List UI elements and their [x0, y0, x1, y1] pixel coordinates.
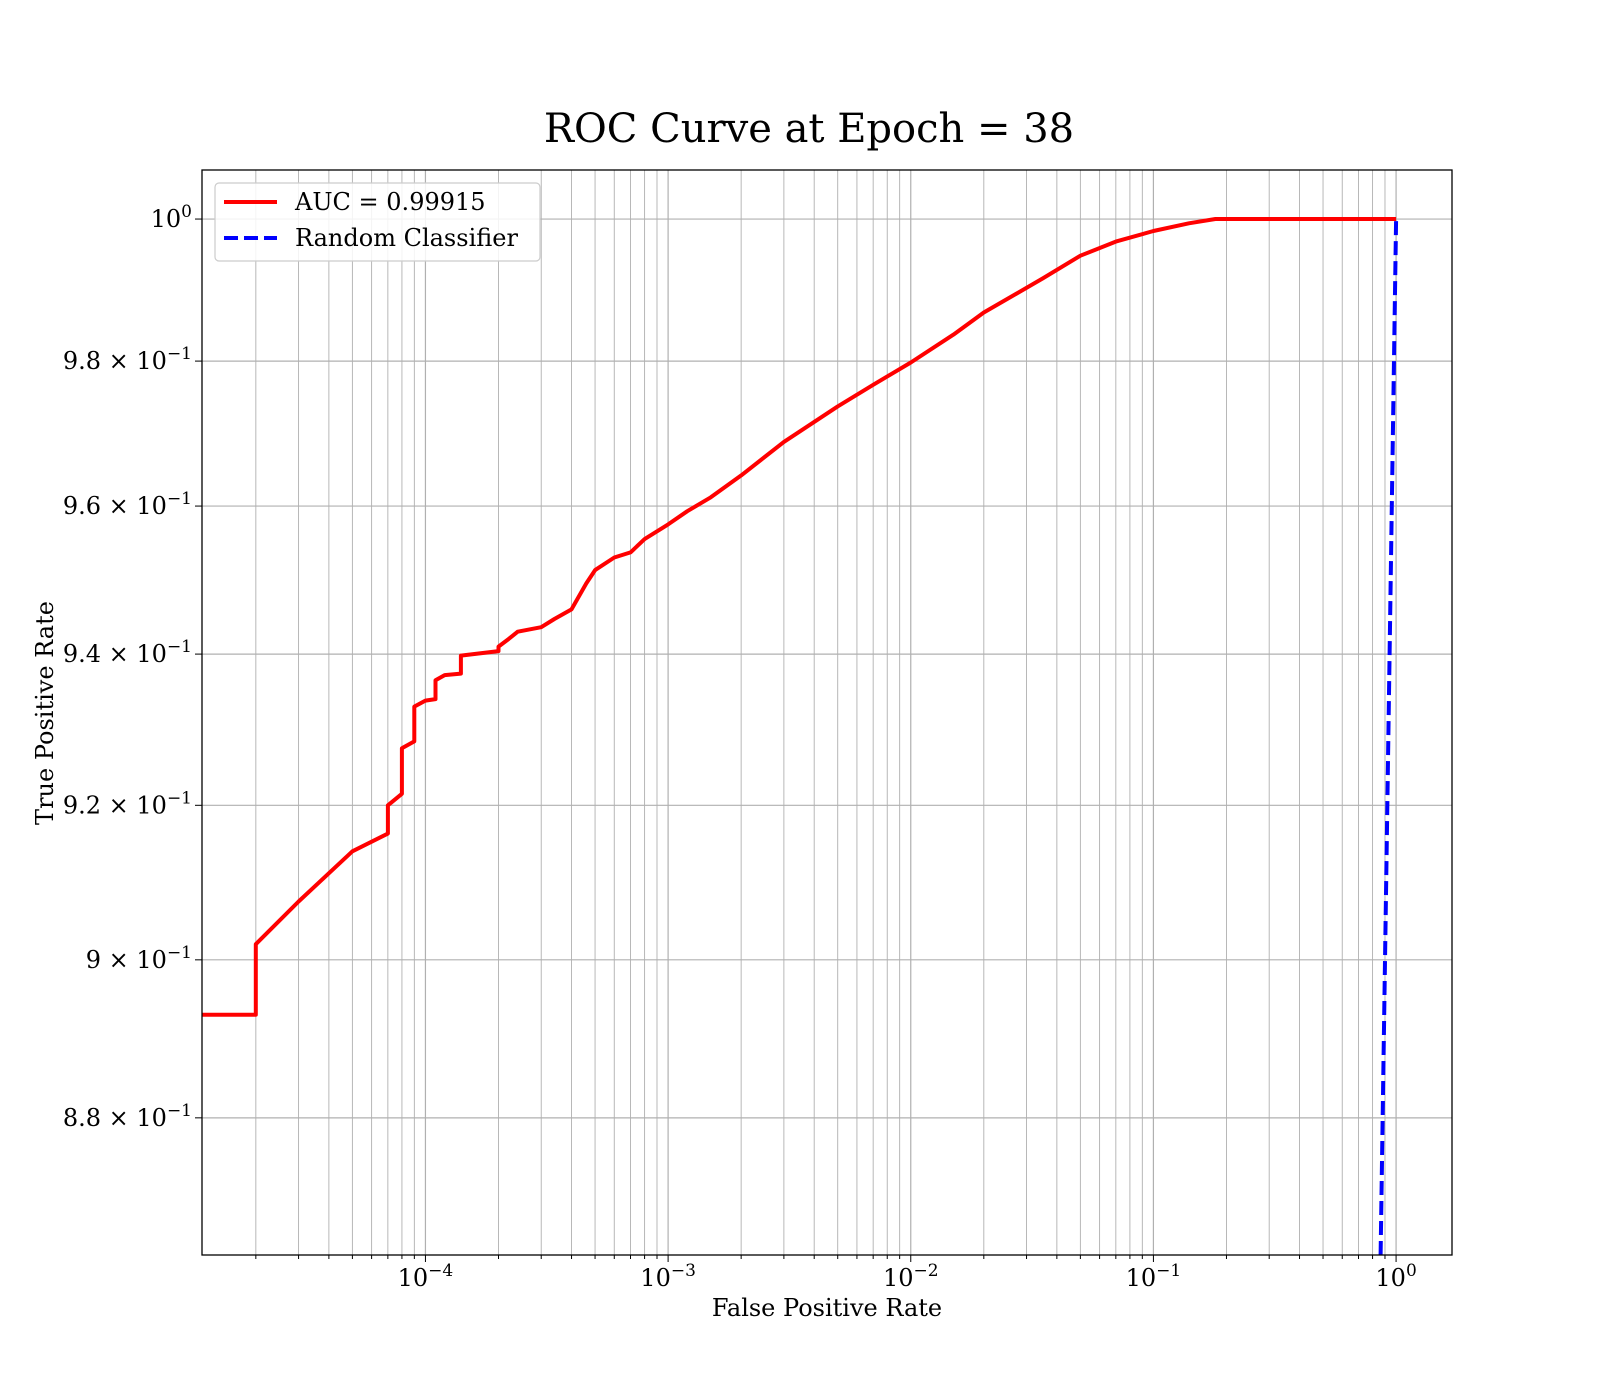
x-axis-ticks: 10−4 10−3 10−2 10−1 100 [255, 1255, 1417, 1292]
x-tick-label: 10−2 [883, 1261, 939, 1292]
y-axis-ticks: 100 9.8 × 10−1 9.6 × 10−1 9.4 × 10−1 9.2 × 1… [63, 202, 202, 1132]
x-tick-label: 10−3 [640, 1261, 696, 1292]
x-tick-label: 10−1 [1126, 1261, 1182, 1292]
random-classifier-line [1378, 218, 1399, 1256]
y-tick-label: 9 × 10−1 [86, 943, 192, 974]
legend-box [214, 182, 541, 262]
y-tick-label: 9.8 × 10−1 [63, 344, 192, 375]
plot-lines [202, 217, 1399, 1256]
plot-frame [201, 169, 1453, 1256]
x-tick-label: 10−4 [398, 1261, 454, 1292]
y-axis-label: True Positive Rate [31, 601, 59, 825]
roc-curve-line [202, 217, 1397, 1017]
y-tick-label: 100 [151, 202, 192, 233]
x-axis-label: False Positive Rate [712, 1294, 942, 1322]
legend-label-auc: AUC = 0.99915 [294, 188, 486, 216]
legend: AUC = 0.99915 Random Classifier [214, 182, 541, 262]
grid [202, 170, 1452, 1255]
y-tick-label: 9.6 × 10−1 [63, 489, 192, 520]
y-tick-label: 9.4 × 10−1 [63, 637, 192, 668]
legend-label-random-classifier: Random Classifier [295, 224, 518, 252]
chart-title: ROC Curve at Epoch = 38 [544, 106, 1074, 152]
y-tick-label: 9.2 × 10−1 [63, 788, 192, 819]
x-tick-label: 100 [1375, 1261, 1416, 1292]
y-tick-label: 8.8 × 10−1 [63, 1101, 192, 1132]
